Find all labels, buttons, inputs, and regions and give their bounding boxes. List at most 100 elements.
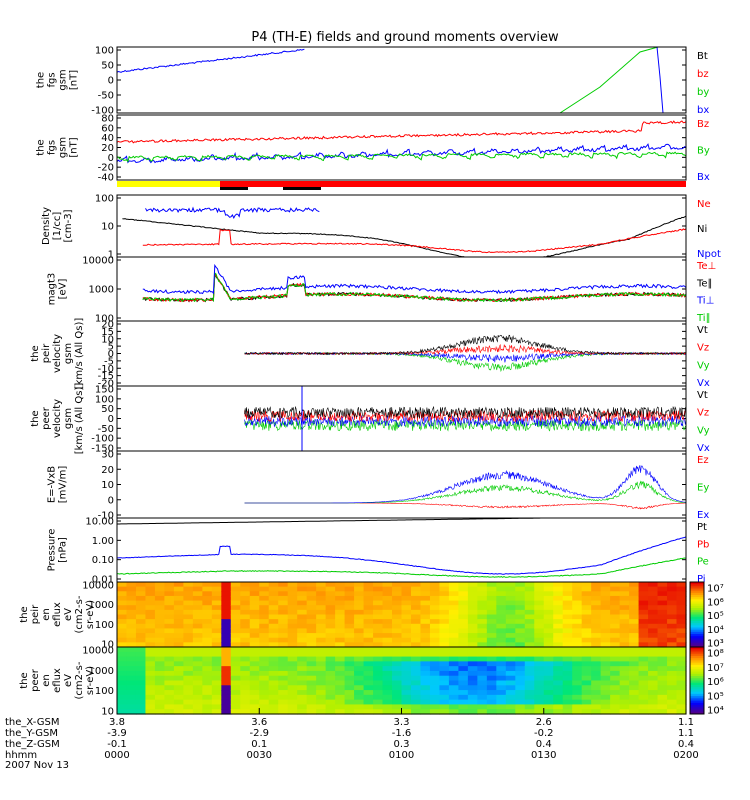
spec-cell xyxy=(610,586,621,592)
spec-cell xyxy=(477,690,488,696)
trace-vel-2 xyxy=(244,343,687,356)
spec-cell xyxy=(439,591,450,597)
xaxis-row-label: the_X-GSM xyxy=(5,717,59,728)
spec-cell xyxy=(354,709,365,715)
spec-cell xyxy=(259,609,270,616)
spec-cell xyxy=(373,609,384,616)
spec-cell xyxy=(648,685,659,691)
spec-cell xyxy=(619,690,630,696)
spec-cell xyxy=(164,709,175,715)
spec-cell xyxy=(629,699,640,706)
spec-cell xyxy=(410,591,422,597)
spec-cell xyxy=(306,680,317,686)
ytick-label: 100 xyxy=(95,314,114,325)
spec-cell xyxy=(619,623,630,630)
spec-cell xyxy=(553,595,564,602)
colorbar-label: 10⁶ xyxy=(707,597,724,608)
colorbar-cell xyxy=(690,636,704,639)
spec-cell xyxy=(382,614,393,620)
spec-cell xyxy=(496,690,507,696)
spec-cell xyxy=(657,670,668,677)
spec-cell xyxy=(591,680,602,686)
spec-cell xyxy=(306,619,317,625)
spec-cell xyxy=(572,582,583,588)
spec-cell xyxy=(667,628,678,634)
spec-cell xyxy=(344,651,355,658)
spec-cell xyxy=(278,647,289,653)
spec-cell xyxy=(211,633,222,639)
spec-cell xyxy=(638,614,649,620)
spec-cell xyxy=(363,670,374,677)
spec-cell xyxy=(126,675,137,682)
spec-cell xyxy=(164,647,175,653)
spec-cell xyxy=(240,609,251,616)
panel-ylabel-line: peir xyxy=(41,343,52,363)
spec-cell xyxy=(221,595,232,602)
spec-cell xyxy=(562,666,573,672)
spec-cell xyxy=(439,605,450,611)
spec-cell xyxy=(496,582,507,588)
spec-cell xyxy=(316,651,327,658)
spec-cell xyxy=(657,582,668,588)
spec-cell xyxy=(410,633,422,639)
spec-cell xyxy=(448,675,459,682)
colorbar-cell xyxy=(690,586,704,589)
spec-cell xyxy=(581,680,592,686)
spec-cell xyxy=(259,680,270,686)
colorbar-cell xyxy=(690,664,704,668)
spec-cell xyxy=(202,651,213,658)
spec-cell xyxy=(240,633,251,639)
spec-cell xyxy=(429,670,441,677)
spec-cell xyxy=(344,656,355,662)
spec-cell xyxy=(221,647,232,653)
spec-cell xyxy=(230,614,241,620)
spec-cell xyxy=(287,699,298,706)
spec-cell xyxy=(192,675,203,682)
spec-cell xyxy=(553,600,564,606)
spec-cell xyxy=(429,609,441,616)
spec-cell xyxy=(667,614,678,620)
spec-cell xyxy=(135,694,147,701)
spec-cell xyxy=(154,633,166,639)
spec-cell xyxy=(373,690,384,696)
spec-cell xyxy=(363,614,374,620)
spec-cell xyxy=(297,680,308,686)
spec-cell xyxy=(420,591,431,597)
spec-cell xyxy=(477,582,488,588)
trace-ne xyxy=(142,228,687,254)
spec-cell xyxy=(135,656,147,662)
spec-cell xyxy=(202,623,213,630)
spec-cell xyxy=(467,656,478,662)
spec-cell xyxy=(629,619,640,625)
xaxis-value: 0.4 xyxy=(678,739,694,750)
colorbar-cell xyxy=(690,640,704,644)
spec-cell xyxy=(629,582,640,588)
spec-cell xyxy=(183,614,194,620)
spec-cell xyxy=(164,690,175,696)
spec-cell xyxy=(676,690,687,696)
spec-cell xyxy=(363,647,374,653)
spec-cell xyxy=(562,582,573,588)
spec-cell xyxy=(287,642,298,648)
spec-cell xyxy=(648,628,659,634)
spec-cell xyxy=(524,694,535,701)
spec-cell xyxy=(173,582,184,588)
spec-cell xyxy=(629,680,640,686)
spec-cell xyxy=(297,619,308,625)
spec-cell xyxy=(448,694,459,701)
spec-cell xyxy=(410,605,422,611)
spec-cell xyxy=(534,680,545,686)
spec-cell xyxy=(325,633,336,639)
spec-cell xyxy=(572,709,583,715)
spec-cell xyxy=(638,619,649,625)
spec-cell xyxy=(610,680,621,686)
spec-cell xyxy=(221,600,232,606)
spec-cell xyxy=(382,586,393,592)
spec-cell xyxy=(335,637,346,643)
spec-cell xyxy=(325,699,336,706)
spec-cell xyxy=(145,651,156,658)
spec-cell xyxy=(335,690,346,696)
spec-cell xyxy=(268,609,279,616)
spec-cell xyxy=(373,675,384,682)
spec-cell xyxy=(183,628,194,634)
